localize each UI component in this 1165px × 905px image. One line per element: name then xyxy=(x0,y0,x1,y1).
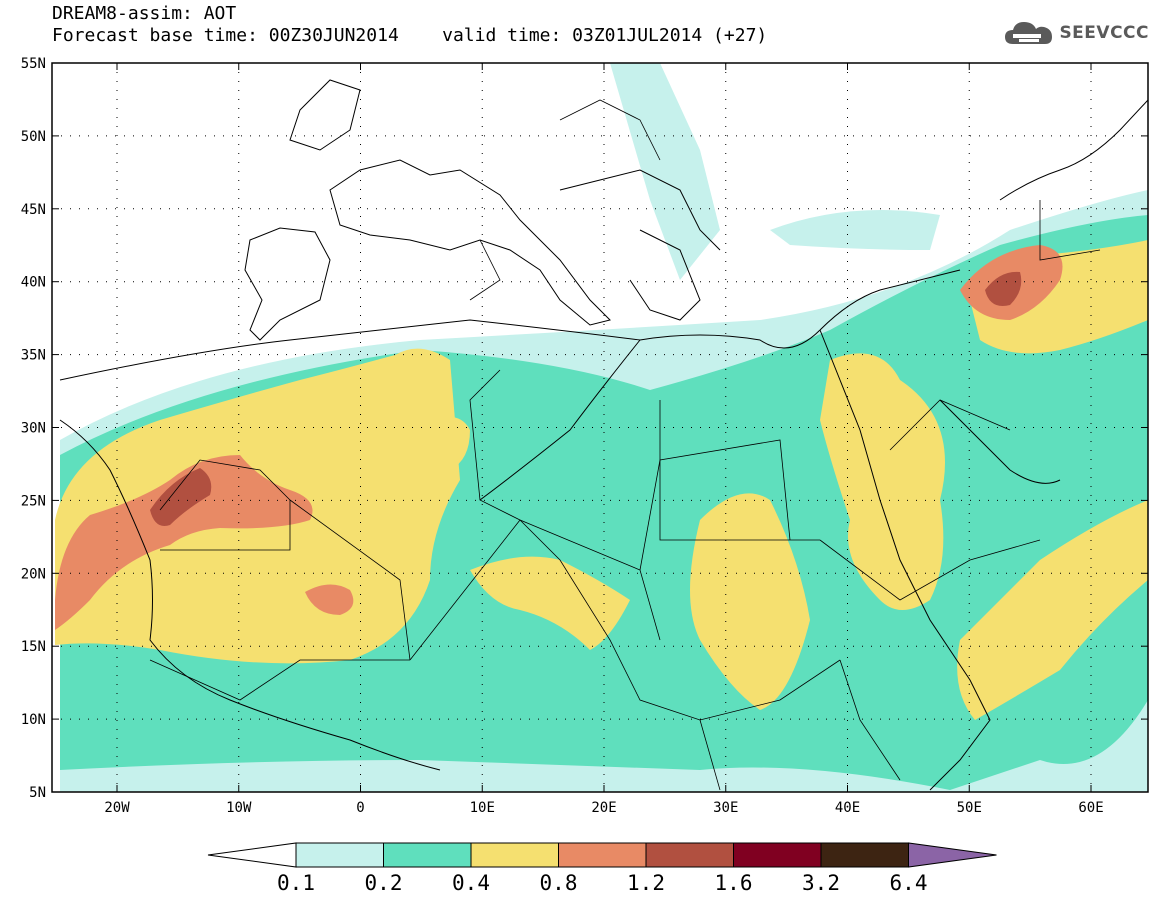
colorbar-min-arrow xyxy=(207,842,297,868)
lat-label: 20N xyxy=(21,566,46,582)
colorbar-label: 3.2 xyxy=(802,871,840,895)
lat-label: 35N xyxy=(21,348,46,364)
colorbar-swatch xyxy=(820,842,909,868)
lat-label: 10N xyxy=(21,712,46,728)
colorbar-swatch xyxy=(470,842,559,868)
lat-label: 15N xyxy=(21,639,46,655)
lat-label: 55N xyxy=(21,56,46,72)
forecast-time-line: Forecast base time: 00Z30JUN2014 valid t… xyxy=(52,25,768,46)
lon-label: 0 xyxy=(356,800,364,816)
lon-label: 60E xyxy=(1078,800,1103,816)
colorbar-swatch xyxy=(645,842,734,868)
colorbar-label: 0.1 xyxy=(277,871,315,895)
colorbar-label: 1.2 xyxy=(627,871,665,895)
colorbar-swatch xyxy=(558,842,647,868)
lat-label: 30N xyxy=(21,421,46,437)
colorbar-label: 0.2 xyxy=(364,871,403,895)
colorbar-label: 1.6 xyxy=(714,871,753,895)
coastlines xyxy=(59,79,1148,791)
colorbar-swatch xyxy=(383,842,472,868)
colorbar-label: 6.4 xyxy=(889,871,928,895)
lon-label: 10E xyxy=(470,800,495,816)
colorbar-label: 0.8 xyxy=(539,871,578,895)
logo-text: SEEVCCC xyxy=(1059,23,1149,43)
country-borders xyxy=(149,99,1101,791)
colorbar-label: 0.4 xyxy=(452,871,490,895)
lon-label: 50E xyxy=(957,800,982,816)
cloud-icon xyxy=(1005,22,1053,44)
colorbar-max-arrow xyxy=(908,842,997,868)
lon-label: 10W xyxy=(226,800,252,816)
lat-label: 25N xyxy=(21,493,46,509)
colorbar xyxy=(207,842,997,868)
lat-label: 50N xyxy=(21,129,46,145)
lat-label: 40N xyxy=(21,275,46,291)
colorbar-swatch xyxy=(295,842,384,868)
map-title: DREAM8-assim: AOT xyxy=(52,3,237,24)
seevccc-logo: SEEVCCC xyxy=(1003,18,1149,48)
lat-label: 5N xyxy=(29,785,46,801)
lon-label: 30E xyxy=(713,800,738,816)
colorbar-swatch xyxy=(733,842,822,868)
lat-label: 45N xyxy=(21,202,46,218)
lon-label: 20E xyxy=(591,800,616,816)
axis-ticks: 55N 50N 45N 40N 35N 30N 25N 20N 15N 10N 5N 20W 10W 0 1… xyxy=(21,56,1148,816)
lon-label: 20W xyxy=(104,800,130,816)
lon-label: 40E xyxy=(835,800,860,816)
